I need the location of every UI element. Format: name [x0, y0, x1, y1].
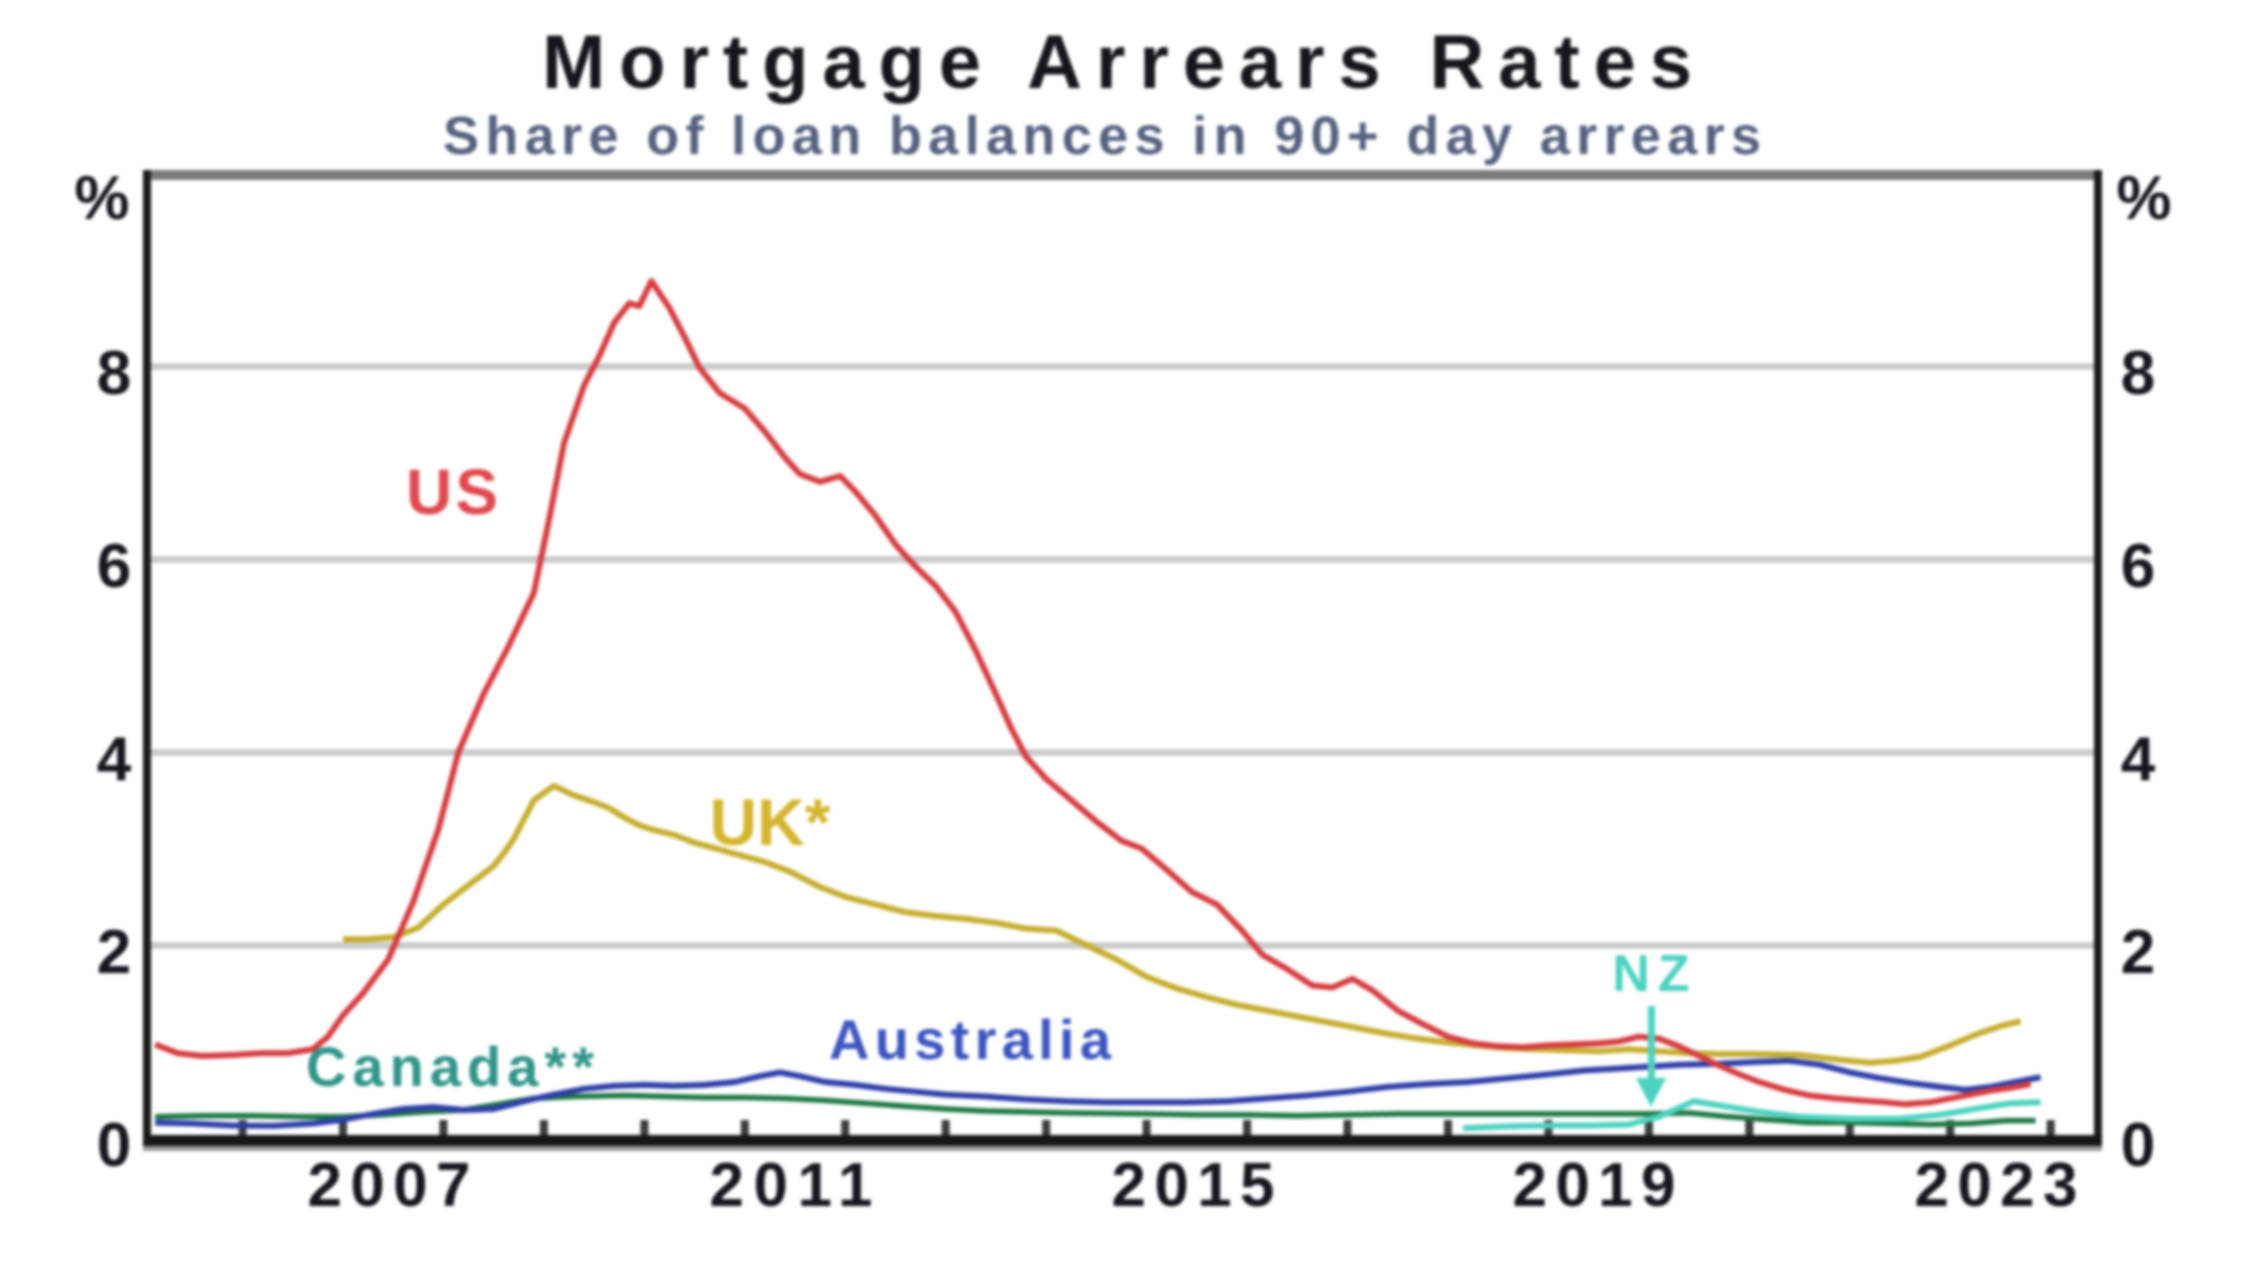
- svg-text:Mortgage Arrears Rates: Mortgage Arrears Rates: [542, 20, 1692, 105]
- svg-text:0: 0: [97, 1111, 131, 1180]
- svg-text:2: 2: [2121, 918, 2155, 987]
- svg-text:6: 6: [97, 532, 131, 601]
- svg-text:%: %: [2116, 164, 2171, 233]
- svg-text:NZ: NZ: [1612, 945, 1697, 1003]
- svg-text:4: 4: [97, 725, 132, 794]
- svg-text:8: 8: [2121, 339, 2155, 408]
- svg-text:Share of loan balances in 90+: Share of loan balances in 90+ day arrear…: [443, 106, 1761, 166]
- svg-text:0: 0: [2121, 1111, 2155, 1180]
- svg-text:2: 2: [97, 918, 131, 987]
- svg-text:8: 8: [97, 339, 131, 408]
- svg-text:Canada**: Canada**: [306, 1035, 594, 1098]
- svg-text:US: US: [406, 456, 498, 528]
- svg-text:UK*: UK*: [709, 785, 830, 859]
- svg-text:6: 6: [2121, 532, 2155, 601]
- svg-text:%: %: [74, 164, 129, 233]
- svg-text:4: 4: [2121, 725, 2156, 794]
